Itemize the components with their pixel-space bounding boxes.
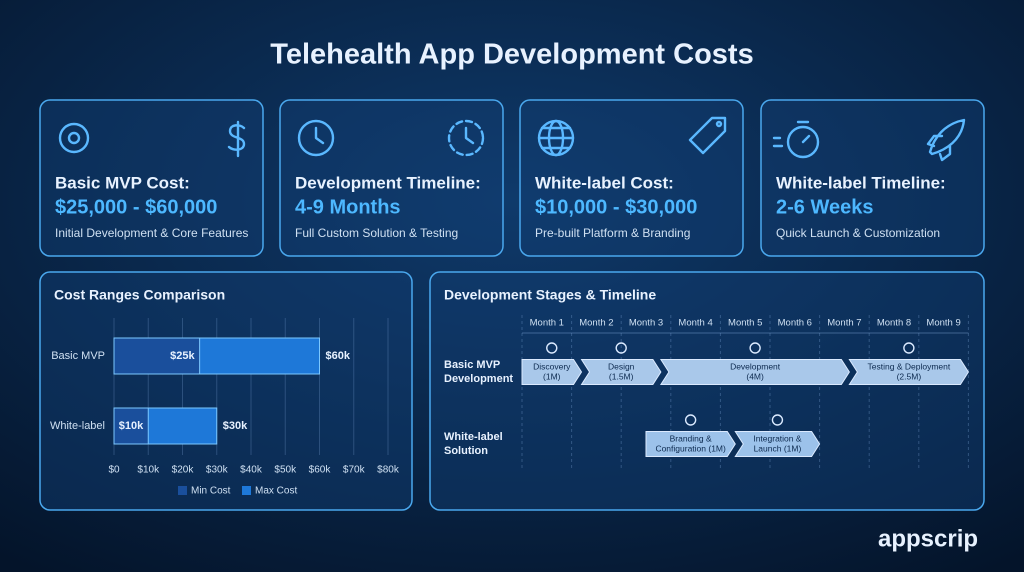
legend-swatch bbox=[178, 486, 187, 495]
panel bbox=[519, 99, 744, 257]
legend-label: Min Cost bbox=[191, 486, 231, 497]
clock-icon bbox=[314, 126, 325, 145]
stage-arrow bbox=[734, 431, 821, 457]
stage-label: Configuration (1M) bbox=[655, 443, 726, 453]
card-note: Quick Launch & Customization bbox=[776, 226, 940, 240]
stage-arrow bbox=[659, 359, 850, 385]
card-note: Full Custom Solution & Testing bbox=[295, 226, 458, 240]
timer-icon bbox=[464, 126, 475, 145]
x-tick-label: $80k bbox=[377, 465, 400, 476]
globe-icon bbox=[537, 126, 575, 150]
x-tick-label: $30k bbox=[206, 465, 229, 476]
x-tick-label: $70k bbox=[343, 465, 366, 476]
dollar-icon bbox=[227, 120, 246, 158]
stage-label: (1M) bbox=[543, 371, 561, 381]
chart-title: Cost Ranges Comparison bbox=[54, 287, 225, 303]
stage-arrow bbox=[521, 359, 583, 385]
panel bbox=[39, 99, 264, 257]
card-label: White-label Timeline: bbox=[776, 173, 946, 192]
stage-label: Testing & Deployment bbox=[868, 361, 951, 371]
card-value: $25,000 - $60,000 bbox=[55, 196, 217, 218]
card-value: 2-6 Weeks bbox=[776, 196, 873, 218]
panel bbox=[39, 271, 413, 511]
row-label: White-label bbox=[444, 431, 503, 443]
row-label: Solution bbox=[444, 445, 488, 457]
gear-icon bbox=[67, 131, 81, 145]
card-label: White-label Cost: bbox=[535, 173, 674, 192]
value-label: $30k bbox=[223, 420, 248, 432]
bar bbox=[113, 407, 149, 445]
stage-arrow bbox=[580, 359, 662, 385]
stage-label: Branding & bbox=[670, 433, 712, 443]
clock-icon bbox=[297, 119, 335, 157]
stopwatch-icon bbox=[786, 125, 820, 159]
stopwatch-icon bbox=[772, 120, 811, 148]
rocket-icon bbox=[926, 118, 966, 162]
bar bbox=[113, 337, 201, 375]
x-tick-label: $50k bbox=[274, 465, 297, 476]
month-label: Month 9 bbox=[926, 318, 960, 329]
month-label: Month 2 bbox=[579, 318, 613, 329]
card-value: $10,000 - $30,000 bbox=[535, 196, 697, 218]
month-label: Month 5 bbox=[728, 318, 762, 329]
stage-arrow bbox=[848, 359, 969, 385]
stage-label: (2.5M) bbox=[897, 371, 922, 381]
legend-swatch bbox=[242, 486, 251, 495]
page-title: Telehealth App Development Costs bbox=[270, 39, 753, 71]
stage-label: Development bbox=[730, 361, 781, 371]
month-label: Month 7 bbox=[827, 318, 861, 329]
card-note: Pre-built Platform & Branding bbox=[535, 226, 690, 240]
card-note: Initial Development & Core Features bbox=[55, 226, 248, 240]
category-label: Basic MVP bbox=[51, 350, 105, 362]
row-label: Development bbox=[444, 373, 513, 385]
stage-label: (4M) bbox=[746, 371, 764, 381]
gear-icon bbox=[58, 122, 90, 154]
stage-icon bbox=[771, 414, 784, 426]
panel bbox=[279, 99, 504, 257]
x-tick-label: $60k bbox=[309, 465, 332, 476]
stage-icon bbox=[615, 342, 627, 354]
timeline-title: Development Stages & Timeline bbox=[444, 287, 656, 303]
legend-label: Max Cost bbox=[255, 486, 297, 497]
card-value: 4-9 Months bbox=[295, 196, 401, 218]
x-tick-label: $40k bbox=[240, 465, 263, 476]
stage-arrow bbox=[645, 431, 736, 457]
month-label: Month 4 bbox=[678, 318, 712, 329]
stage-label: (1.5M) bbox=[609, 371, 634, 381]
icons bbox=[58, 116, 966, 162]
value-label: $25k bbox=[170, 350, 195, 362]
stage-label: Launch (1M) bbox=[754, 443, 802, 453]
tag-icon bbox=[688, 116, 727, 155]
x-tick-label: $0 bbox=[108, 465, 120, 476]
tag-icon bbox=[715, 120, 723, 128]
row-label: Basic MVP bbox=[444, 359, 500, 371]
timer-icon bbox=[447, 119, 485, 157]
card-label: Development Timeline: bbox=[295, 173, 481, 192]
card-label: Basic MVP Cost: bbox=[55, 173, 190, 192]
stage-icon bbox=[684, 414, 697, 426]
stage-icon bbox=[903, 342, 915, 354]
stage-icon bbox=[546, 342, 558, 354]
logo: appscrip bbox=[878, 525, 978, 552]
stage-icon bbox=[749, 342, 761, 354]
stage-label: Discovery bbox=[533, 361, 571, 371]
x-tick-label: $10k bbox=[137, 465, 160, 476]
month-label: Month 3 bbox=[629, 318, 663, 329]
stage-label: Design bbox=[608, 361, 635, 371]
value-label: $10k bbox=[119, 420, 144, 432]
month-label: Month 1 bbox=[530, 318, 564, 329]
month-label: Month 6 bbox=[778, 318, 812, 329]
value-label: $60k bbox=[326, 350, 351, 362]
month-label: Month 8 bbox=[877, 318, 911, 329]
x-tick-label: $20k bbox=[172, 465, 195, 476]
stage-label: Integration & bbox=[753, 433, 802, 443]
panel bbox=[429, 271, 985, 511]
category-label: White-label bbox=[50, 420, 105, 432]
